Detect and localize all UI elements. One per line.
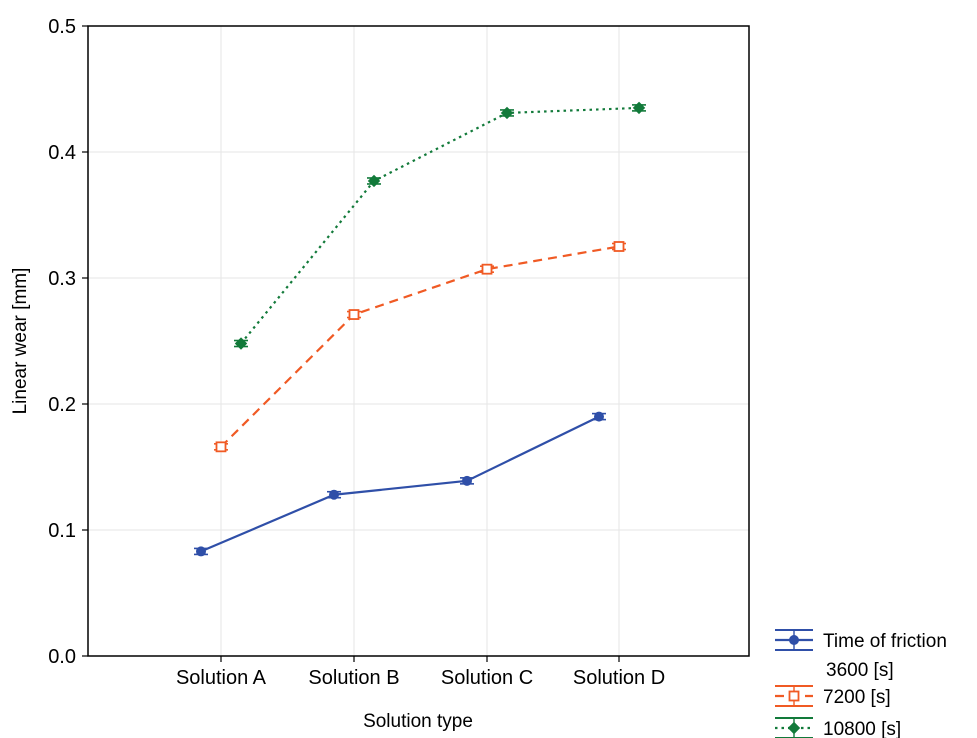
x-tick-label: Solution A [176, 667, 267, 689]
series-2 [234, 101, 646, 350]
x-tick-label: Solution B [308, 667, 399, 689]
legend-label: 3600 [s] [826, 660, 894, 681]
data-point [462, 475, 472, 486]
x-axis-label: Solution type [363, 711, 473, 732]
data-point [500, 106, 514, 120]
legend-label: 7200 [s] [823, 687, 891, 708]
y-axis-ticks: 0.0 0.1 0.2 0.3 0.4 0.5 [48, 16, 88, 668]
series-line [240, 106, 640, 345]
data-point [481, 263, 493, 275]
series-line [200, 415, 600, 553]
y-tick-label: 0.4 [48, 142, 76, 164]
x-tick-label: Solution D [573, 667, 665, 689]
data-point [348, 309, 360, 320]
y-tick-label: 0.5 [48, 16, 76, 38]
x-axis-ticks: Solution A Solution B Solution C Solution D [176, 656, 665, 689]
y-axis-label: Linear wear [mm] [10, 268, 31, 415]
legend-marker [787, 721, 801, 735]
y-tick-label: 0.3 [48, 268, 76, 290]
series-1 [214, 241, 626, 453]
x-tick-label: Solution C [441, 667, 533, 689]
data-point [234, 337, 248, 350]
data-point [196, 546, 206, 557]
data-point [613, 241, 625, 252]
legend-marker [789, 635, 799, 645]
y-tick-label: 0.1 [48, 520, 76, 542]
y-tick-label: 0.0 [48, 646, 76, 668]
series-line [220, 245, 620, 448]
legend: Time of friction 3600 [s] 7200 [s] 10800 [s… [775, 629, 947, 738]
series-group [194, 101, 646, 557]
data-point [594, 411, 604, 422]
legend-item: 7200 [s] [775, 685, 891, 708]
plot-frame [87, 25, 750, 657]
data-point [632, 101, 646, 115]
series-0 [194, 411, 606, 557]
data-point [215, 441, 227, 453]
legend-item: 3600 [s] [775, 629, 894, 681]
legend-marker [788, 690, 800, 702]
data-point [329, 489, 339, 500]
legend-label: 10800 [s] [823, 719, 901, 738]
legend-item: 10800 [s] [775, 717, 901, 738]
data-point [367, 174, 381, 188]
legend-title: Time of friction [823, 631, 947, 652]
grid [88, 26, 749, 656]
y-tick-label: 0.2 [48, 394, 76, 416]
